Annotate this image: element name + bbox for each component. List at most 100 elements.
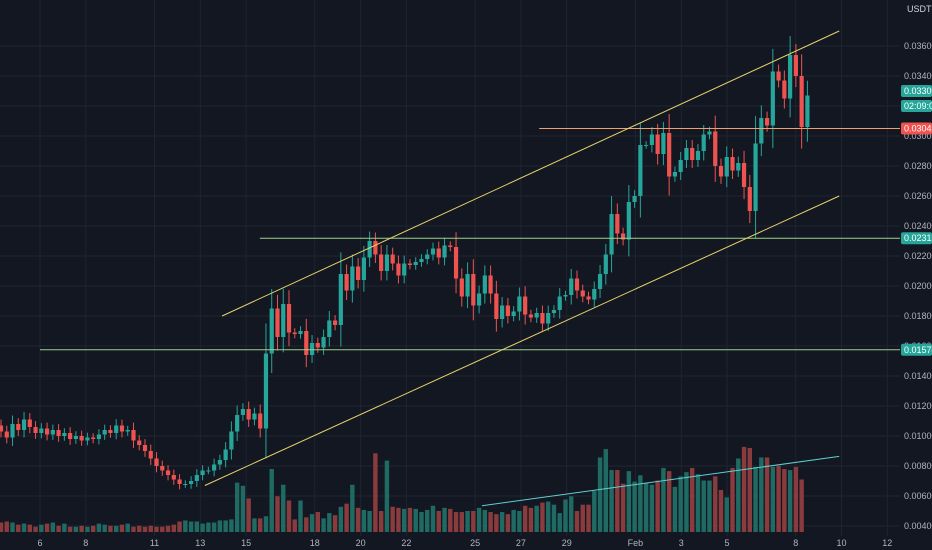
volume-bar: [108, 525, 113, 532]
time-tick-label: Feb: [628, 538, 644, 548]
volume-bar: [690, 467, 695, 532]
volume-bar: [620, 483, 626, 532]
candle-body: [453, 247, 459, 279]
volume-bar: [361, 509, 367, 532]
candle-body: [718, 166, 724, 177]
candle-body: [390, 254, 395, 264]
time-tick-label: 18: [310, 538, 320, 548]
price-tick-label: 0.012000: [904, 401, 932, 411]
candle-body: [690, 148, 695, 160]
candle-body: [764, 118, 770, 126]
candle-body: [131, 430, 136, 441]
volume-bar: [44, 523, 50, 532]
volume-bar: [246, 498, 251, 532]
candle-body: [741, 163, 747, 187]
volume-bar: [597, 457, 603, 532]
volume-bar: [229, 519, 234, 532]
candle-body: [212, 464, 217, 471]
candle-body: [27, 419, 32, 427]
volume-bar: [522, 505, 528, 532]
candle-body: [534, 313, 539, 318]
volume-bar: [206, 522, 211, 532]
candle-body: [384, 254, 390, 271]
volume-bar: [321, 518, 326, 532]
channel-line[interactable]: [204, 195, 840, 486]
candle-body: [482, 275, 487, 294]
price-labels: 0.033000 02:09:01 0.030497 0.023184 0.015746: [901, 85, 932, 356]
candle-body: [701, 134, 706, 151]
volume-bar: [494, 514, 499, 532]
volume-bar: [632, 481, 637, 532]
volume-bar: [482, 509, 488, 532]
candle-body: [177, 479, 182, 484]
volume-bar: [419, 512, 424, 532]
volume-bar: [344, 503, 349, 532]
candle-body: [73, 436, 78, 439]
price-tick-label: 0.014000: [904, 371, 932, 381]
candle-body: [517, 296, 522, 312]
candle-body: [649, 134, 654, 145]
volume-bar: [90, 525, 96, 532]
volume-bar: [119, 524, 125, 532]
candle-body: [108, 430, 113, 433]
candle-body: [770, 71, 775, 126]
volume-trend-line[interactable]: [481, 455, 840, 507]
volume-bar: [695, 474, 701, 532]
volume-bar: [471, 511, 476, 532]
volume-bar: [286, 500, 292, 532]
volume-bar: [125, 523, 130, 532]
time-axis[interactable]: 6 8 11 13 15 18 20 22 25 27 29 Feb 3 5 8 10 12: [37, 538, 892, 548]
grid-lines: [0, 0, 900, 536]
candle-body: [332, 320, 338, 325]
candle-body: [402, 263, 407, 276]
candle-body: [321, 337, 326, 348]
volume-bar: [188, 521, 194, 532]
channel-line[interactable]: [221, 30, 840, 317]
volume-bar: [626, 471, 632, 532]
volume-bar: [430, 505, 436, 532]
volume-bar: [540, 502, 545, 532]
volume-bar: [160, 526, 165, 532]
candle-body: [546, 313, 551, 324]
candle-body: [33, 427, 38, 433]
candle-body: [528, 314, 534, 318]
candle-body: [695, 151, 701, 160]
candle-body: [736, 163, 741, 171]
volume-bar: [551, 504, 557, 532]
volume-bar: [194, 521, 200, 532]
candle-body: [44, 428, 50, 435]
price-tag: [901, 85, 932, 97]
price-tag-label: 0.023184: [904, 233, 932, 243]
candle-body: [442, 245, 447, 258]
volume-bar: [85, 526, 90, 532]
price-tick-label: 0.010000: [904, 431, 932, 441]
volume-bar: [511, 509, 516, 532]
trend-lines: [204, 30, 840, 507]
volume-bar: [275, 496, 280, 532]
volume-bar: [384, 460, 390, 532]
price-tag: [901, 343, 932, 356]
volume-bar: [183, 520, 188, 532]
candle-body: [730, 157, 735, 171]
candle-body: [194, 475, 199, 481]
price-tick-label: 0.030000: [904, 131, 932, 141]
candle-body: [707, 131, 712, 135]
volume-bar: [223, 520, 228, 532]
volume-bar: [240, 485, 246, 532]
candle-body: [615, 214, 620, 234]
volume-bar: [615, 470, 620, 532]
volume-bar: [569, 496, 574, 532]
volume-bar: [684, 472, 689, 532]
price-tag-label: 0.033000: [904, 86, 932, 96]
candle-body: [188, 481, 194, 484]
volume-bar: [137, 525, 142, 532]
candle-body: [286, 304, 292, 333]
candle-body: [114, 425, 119, 433]
candle-body: [430, 248, 436, 255]
volume-bar: [453, 512, 459, 532]
volume-bar: [171, 524, 176, 532]
candle-body: [10, 424, 15, 438]
candle-body: [684, 148, 689, 160]
price-tag: [901, 232, 932, 245]
